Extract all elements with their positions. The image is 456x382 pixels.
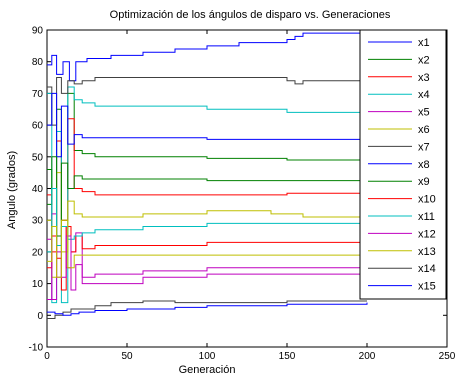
y-tick-label: 0 [37, 311, 43, 322]
legend-label: x7 [418, 141, 430, 153]
y-axis-label: Angulo (grados) [6, 151, 18, 229]
y-tick-label: 10 [32, 279, 44, 290]
legend-label: x6 [418, 124, 430, 136]
legend: x1 x2 x3 x4 x5 x6 x7 x8 x9 x10 x11 x12 x13 x14 x15 [359, 29, 447, 300]
y-tick-label: 80 [32, 57, 44, 68]
legend-label: x2 [418, 54, 430, 66]
x-tick-label: 0 [44, 351, 50, 362]
legend-label: x8 [418, 159, 430, 171]
legend-label: x5 [418, 107, 430, 119]
legend-label: x12 [418, 228, 436, 240]
y-tick-label: 60 [32, 121, 44, 132]
y-tick-label: 90 [32, 26, 44, 37]
legend-label: x11 [418, 211, 435, 223]
legend-label: x13 [418, 246, 436, 258]
x-tick-label: 50 [121, 351, 133, 362]
legend-label: x4 [418, 89, 430, 101]
legend-label: x9 [418, 176, 430, 188]
series-line-x13 [47, 219, 367, 278]
y-tick-label: -10 [29, 343, 44, 354]
series-line-x15 [47, 302, 368, 316]
series-line-x11 [47, 188, 367, 253]
x-tick-label: 200 [359, 351, 376, 362]
legend-label: x14 [418, 263, 436, 275]
x-tick-label: 250 [439, 351, 456, 362]
y-tick-label: 20 [32, 247, 44, 258]
series-line-x8 [47, 92, 368, 158]
x-tick-label: 100 [199, 351, 216, 362]
y-tick-label: 50 [32, 152, 44, 163]
series-line-x1 [47, 32, 367, 82]
y-tick-label: 30 [32, 216, 44, 227]
legend-label: x1 [418, 37, 430, 49]
legend-label: x3 [418, 72, 430, 84]
x-axis-label: Generación [179, 364, 236, 376]
series-line-x7 [47, 77, 367, 126]
series-line-x9 [47, 156, 368, 237]
legend-box [359, 29, 447, 300]
y-tick-label: 40 [32, 184, 44, 195]
legend-label: x15 [418, 281, 436, 293]
legend-label: x10 [418, 194, 436, 206]
chart-title: Optimización de los ángulos de disparo v… [110, 9, 391, 21]
x-tick-label: 150 [279, 351, 296, 362]
plot-area: 0 50 100 150 200 250-100102030405060708090x1x… [29, 26, 456, 363]
y-tick-label: 70 [32, 89, 44, 100]
